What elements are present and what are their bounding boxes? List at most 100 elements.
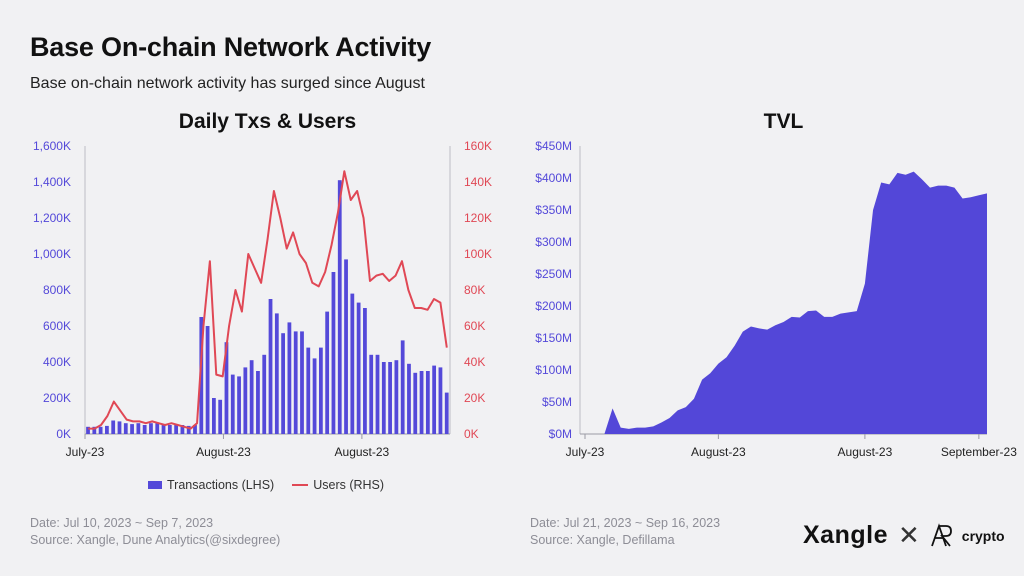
tvl-y-tick-label: $450M <box>535 139 572 153</box>
tx-bar <box>180 425 185 434</box>
tx-bar <box>268 299 273 434</box>
right-date-range: Date: Jul 21, 2023 ~ Sep 16, 2023 <box>530 516 721 530</box>
tx-bar <box>167 425 172 434</box>
tvl-y-tick-label: $350M <box>535 203 572 217</box>
tx-bar <box>432 365 437 434</box>
tx-bar <box>205 326 210 434</box>
page-title: Base On-chain Network Activity <box>30 32 432 62</box>
left-y-tick-label: 200K <box>43 391 71 405</box>
right-footnote: Date: Jul 21, 2023 ~ Sep 16, 2023 Source… <box>530 515 720 549</box>
left-y-tick-label: 800K <box>43 283 71 297</box>
tx-bar <box>211 398 216 434</box>
tx-bar <box>86 426 90 434</box>
left-date-range: Date: Jul 10, 2023 ~ Sep 7, 2023 <box>30 516 214 530</box>
tx-bar <box>123 423 128 434</box>
tx-bar <box>218 399 223 434</box>
tx-bar <box>325 311 330 434</box>
tvl-x-tick-label: July-23 <box>566 445 605 459</box>
tvl-x-tick-label: August-23 <box>691 445 746 459</box>
left-y-tick-label: 1,200K <box>33 211 71 225</box>
right-y-tick-label: 80K <box>464 283 485 297</box>
tx-bar <box>306 347 311 434</box>
tx-bar <box>274 313 279 434</box>
left-chart-legend: Transactions (LHS) Users (RHS) <box>148 478 394 492</box>
crypto-logo-text: crypto <box>961 527 1005 544</box>
tvl-x-tick-label: August-23 <box>838 445 893 459</box>
tvl-x-tick-label: September-23 <box>941 445 1017 459</box>
right-y-tick-label: 20K <box>464 391 485 405</box>
xangle-logo: Xangle <box>803 521 888 549</box>
tx-bar <box>136 423 141 434</box>
tx-bar <box>281 333 285 434</box>
tx-bar <box>318 347 323 434</box>
tvl-y-tick-label: $100M <box>535 363 572 377</box>
legend-label-users: Users (RHS) <box>313 478 385 492</box>
left-y-tick-label: 1,400K <box>33 175 71 189</box>
tx-bar <box>186 425 191 434</box>
tvl-y-tick-label: $400M <box>535 171 572 185</box>
tx-bar <box>256 371 260 434</box>
left-y-tick-label: 0K <box>56 427 71 441</box>
tx-bar <box>438 367 443 434</box>
tx-bar <box>444 392 449 434</box>
tx-bar <box>369 354 374 434</box>
tx-bar <box>130 424 134 434</box>
left-y-tick-label: 1,600K <box>33 139 71 153</box>
legend-item-users: Users (RHS) <box>292 478 384 492</box>
tx-bar <box>149 423 153 434</box>
tx-bar <box>400 340 405 434</box>
tx-bar <box>161 424 166 434</box>
tx-bar <box>142 425 147 434</box>
tx-bar <box>193 425 197 434</box>
x-tick-label: August-23 <box>196 445 251 459</box>
tx-bar <box>230 374 235 434</box>
brand-separator: ✕ <box>897 520 920 550</box>
tx-bar <box>413 372 418 434</box>
x-tick-label: July-23 <box>66 445 105 459</box>
tx-bar <box>350 293 355 434</box>
x-tick-label: August-23 <box>335 445 390 459</box>
tvl-y-tick-label: $0M <box>549 427 572 441</box>
right-source: Source: Xangle, Defillama <box>530 533 675 547</box>
left-chart-title: Daily Txs & Users <box>178 110 357 133</box>
right-y-tick-label: 100K <box>464 247 492 261</box>
users-line <box>88 170 448 430</box>
legend-item-transactions: Transactions (LHS) <box>148 478 274 492</box>
left-y-tick-label: 400K <box>43 355 71 369</box>
tvl-y-tick-label: $50M <box>542 395 572 409</box>
right-y-tick-label: 160K <box>464 139 492 153</box>
tx-bar <box>199 317 204 434</box>
tx-bar <box>262 354 267 434</box>
right-y-tick-label: 140K <box>464 175 492 189</box>
tx-bar <box>394 360 399 434</box>
tx-bar <box>344 259 348 434</box>
right-y-tick-label: 60K <box>464 319 485 333</box>
tx-bar <box>419 371 424 434</box>
tx-bar <box>331 272 336 434</box>
tx-bar <box>98 426 103 434</box>
tx-bar <box>407 363 411 434</box>
tx-bar <box>237 376 241 434</box>
legend-swatch-line <box>292 484 309 486</box>
legend-label-transactions: Transactions (LHS) <box>167 478 275 492</box>
legend-swatch-bar <box>148 481 162 489</box>
right-y-tick-label: 0K <box>464 427 479 441</box>
tx-bar <box>363 308 367 434</box>
tx-bar <box>287 322 292 434</box>
tx-bar <box>356 302 361 434</box>
tvl-y-tick-label: $200M <box>535 299 572 313</box>
left-y-tick-label: 600K <box>43 319 71 333</box>
tx-bar <box>293 331 298 434</box>
tx-bar <box>312 358 317 434</box>
tx-bar <box>375 354 380 434</box>
tx-bar <box>117 421 122 434</box>
tx-bar <box>337 180 342 434</box>
tx-bar <box>300 331 304 434</box>
ar-monogram-icon <box>930 522 952 547</box>
tx-bar <box>155 423 160 434</box>
tx-bar <box>111 420 116 434</box>
tx-bar <box>174 425 179 434</box>
tx-bar <box>249 360 254 434</box>
tx-bar <box>425 371 430 434</box>
